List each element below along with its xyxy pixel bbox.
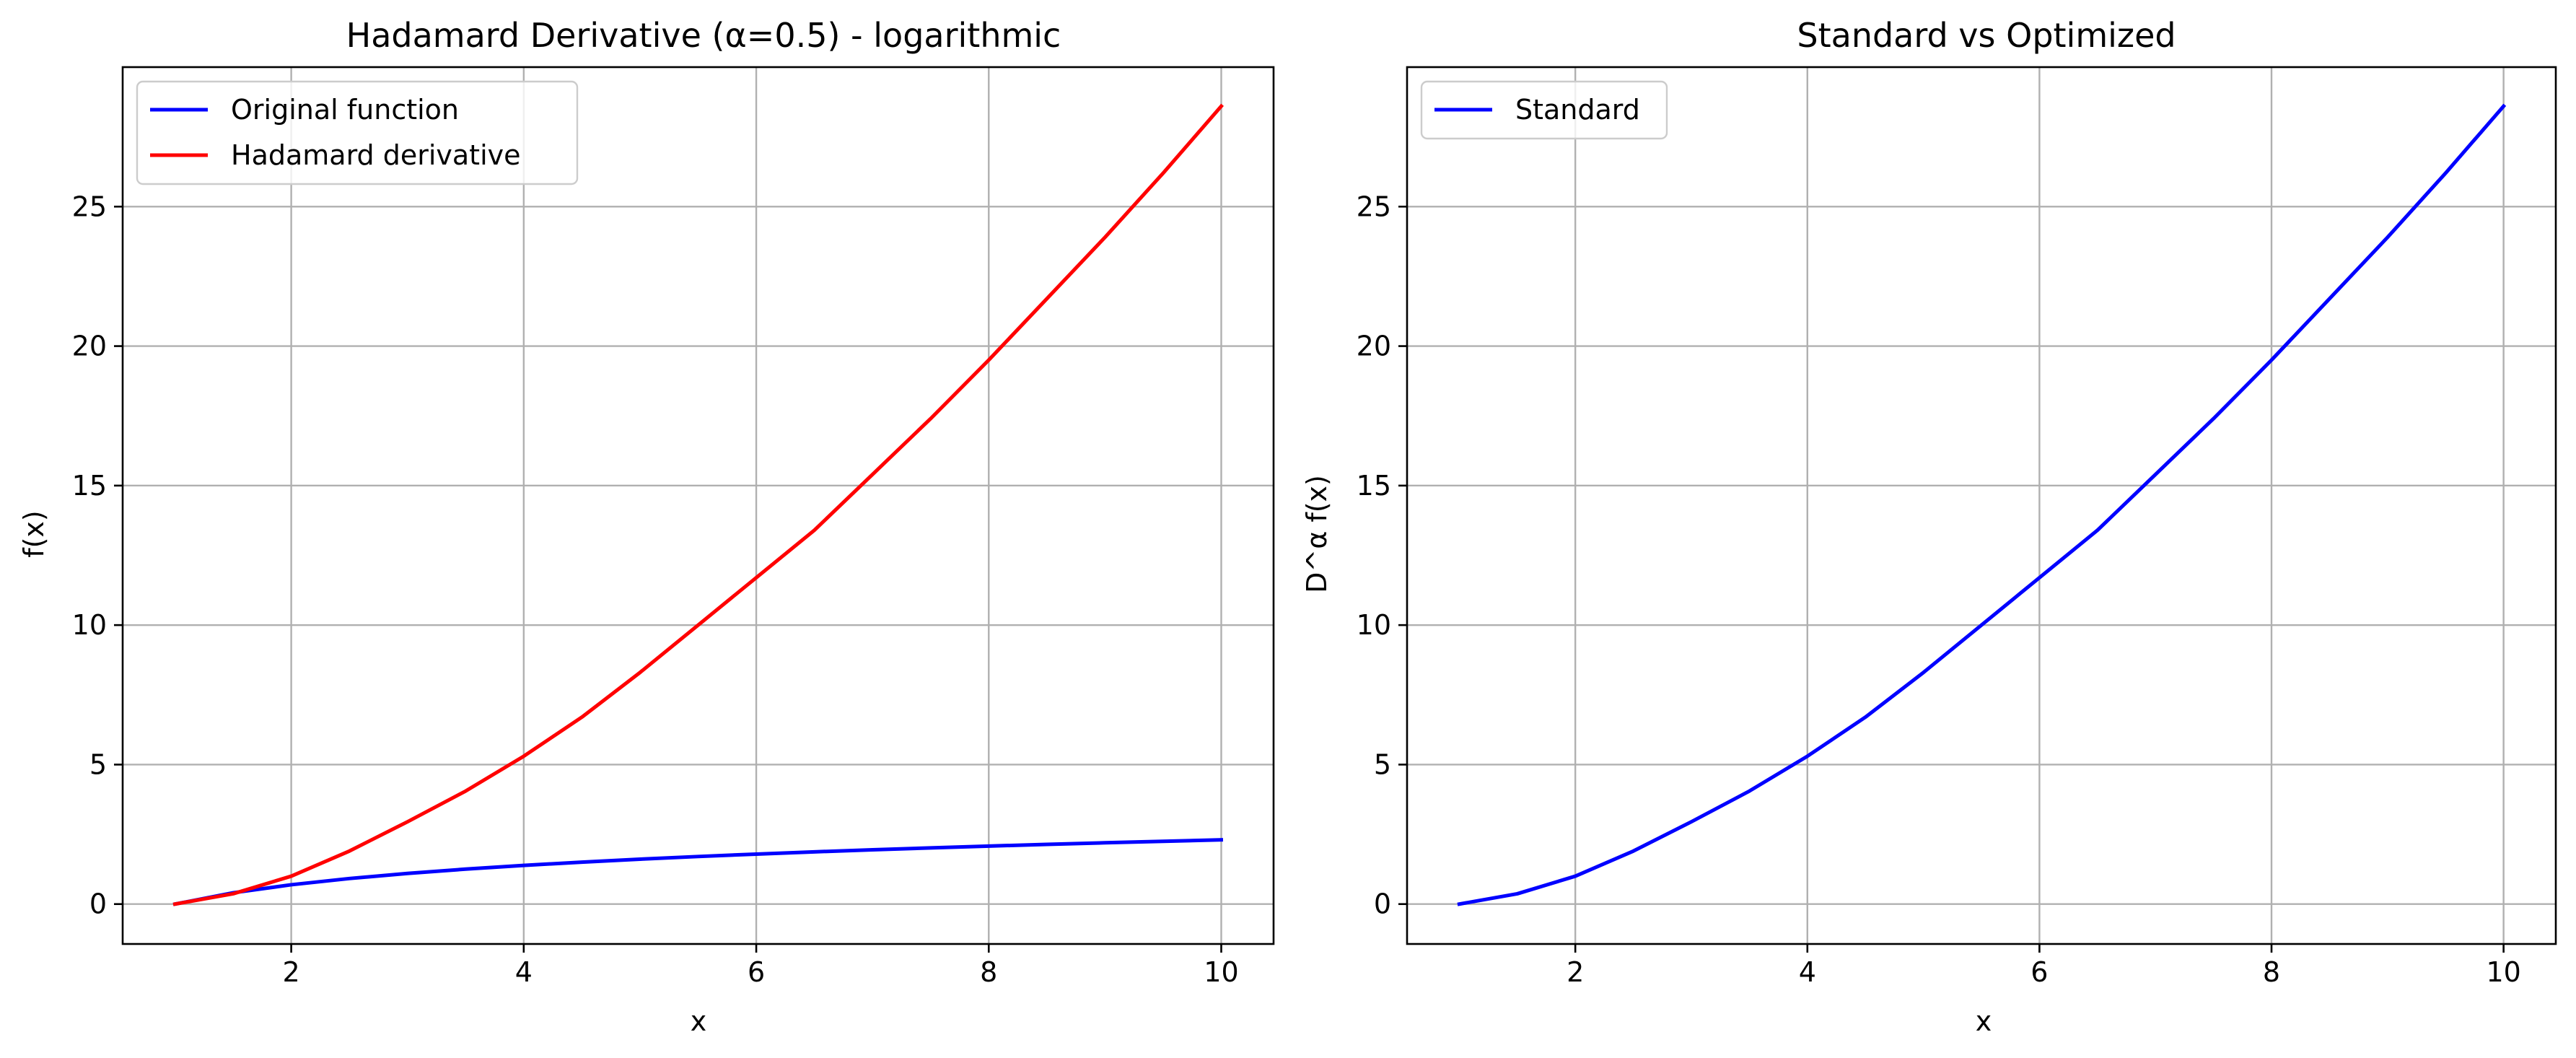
left-chart-x-tick-label: 2 (283, 956, 300, 988)
right-chart-y-tick-label: 0 (1374, 888, 1391, 920)
right-chart-x-tick-label: 4 (1799, 956, 1816, 988)
right-chart-series-line-1 (1457, 103, 2507, 906)
right-chart-y-tick-label: 10 (1357, 609, 1391, 641)
right-chart-y-tick-label: 20 (1357, 331, 1391, 362)
left-chart-x-tick-label: 6 (748, 956, 765, 988)
right-chart-title: Standard vs Optimized (1797, 16, 2176, 55)
left-chart-y-axis-label: f(x) (18, 510, 50, 558)
left-chart-y-tick-label: 0 (89, 888, 107, 920)
right-chart-legend-box (1420, 80, 1668, 140)
right-chart-x-tick-label: 2 (1567, 956, 1584, 988)
left-chart-legend-box (136, 80, 579, 185)
left-chart-series-line-2 (172, 103, 1225, 906)
right-chart-x-tick-label: 6 (2030, 956, 2048, 988)
right-chart-axes-frame (1406, 66, 2557, 945)
right-chart-legend-label-1: Standard (1515, 94, 1640, 126)
left-chart-x-tick-label: 10 (1204, 956, 1238, 988)
left-chart-y-tick-label: 15 (72, 470, 107, 502)
left-chart-series-line-1 (172, 838, 1224, 906)
left-chart-x-tick-label: 4 (515, 956, 533, 988)
left-chart-legend-label-2: Hadamard derivative (231, 139, 521, 171)
left-chart-y-tick-label: 25 (72, 191, 107, 222)
right-chart-y-tick-label: 15 (1357, 470, 1391, 502)
left-chart-panel: Hadamard Derivative (α=0.5) - logarithmi… (18, 16, 1275, 1037)
right-chart-y-tick-label: 25 (1357, 191, 1391, 222)
right-chart-x-tick-label: 8 (2263, 956, 2280, 988)
left-chart-axes-frame (121, 66, 1275, 945)
left-chart-x-tick-label: 8 (980, 956, 997, 988)
right-chart-x-axis-label: x (1976, 1005, 1992, 1037)
right-chart-y-axis-label: D^α f(x) (1301, 475, 1333, 593)
left-chart-title: Hadamard Derivative (α=0.5) - logarithmi… (346, 16, 1061, 55)
left-chart-x-axis-label: x (691, 1005, 707, 1037)
left-chart-y-tick-label: 10 (72, 609, 107, 641)
left-chart-y-tick-label: 5 (89, 748, 107, 780)
left-chart-y-tick-label: 20 (72, 331, 107, 362)
right-chart-panel: Standard vs Optimized x D^α f(x) 2 4 6 8 10 0… (1301, 16, 2557, 1037)
left-chart-legend-label-1: Original function (231, 94, 459, 126)
right-chart-x-tick-label: 10 (2486, 956, 2520, 988)
right-chart-y-tick-label: 5 (1374, 748, 1391, 780)
